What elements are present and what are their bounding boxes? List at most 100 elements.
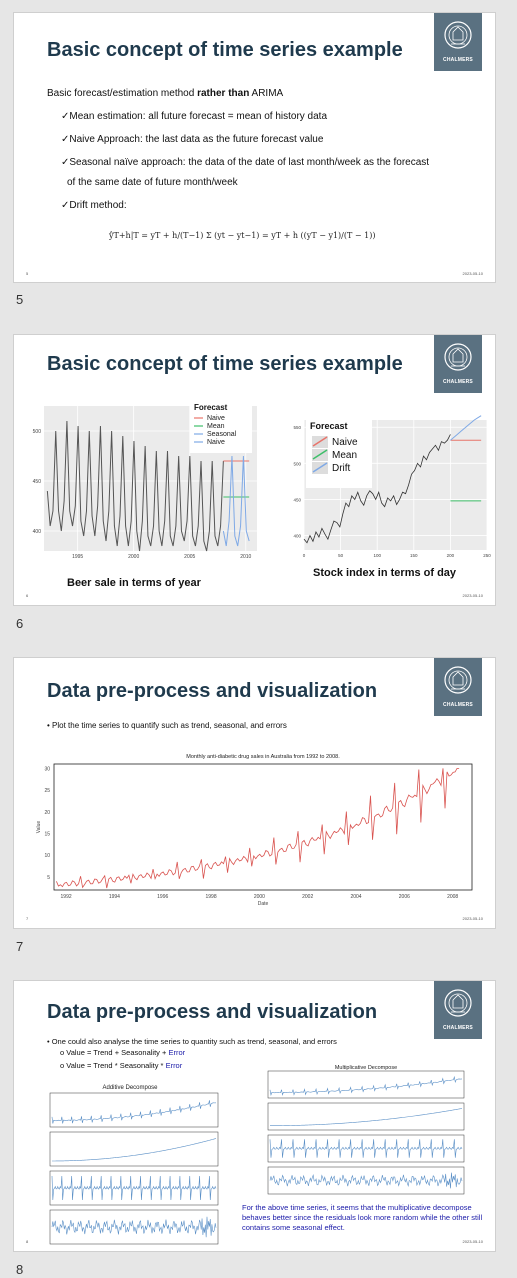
x-tick-label: 1996 [157, 894, 168, 900]
multiplicative-decompose-chart: Multiplicative Decompose [267, 1065, 465, 1195]
slide-number: 6 [16, 616, 24, 631]
legend-title: Forecast [310, 421, 348, 431]
x-tick-label: 2008 [447, 894, 458, 900]
legend-label: Mean [207, 423, 225, 430]
y-tick-label: 20 [44, 810, 50, 816]
footer-date: 2023-05-10 [462, 593, 483, 598]
y-tick-label: 450 [33, 479, 42, 485]
footer-slide-index: 8 [26, 1239, 29, 1244]
footer-date: 2023-05-10 [462, 271, 483, 276]
footer-slide-index: 6 [26, 593, 29, 598]
y-tick-label: 5 [47, 875, 50, 881]
seal-icon [444, 21, 472, 49]
footer-date: 2023-05-10 [462, 1239, 483, 1244]
formula-additive: o Value = Trend + Seasonality + Error [60, 1048, 186, 1057]
component-line [269, 1139, 463, 1158]
slide-number: 8 [16, 1262, 24, 1277]
y-tick-label: 10 [44, 853, 50, 859]
y-tick-label: 450 [293, 497, 301, 502]
chalmers-logo: CHALMERS [434, 658, 482, 716]
legend-label: Naive [207, 439, 225, 446]
chart-title: Monthly anti-diabetic drug sales in Aust… [186, 754, 340, 760]
history-line [303, 434, 451, 544]
y-tick-label: 550 [293, 425, 301, 430]
seal-icon [444, 989, 472, 1017]
antidiabetic-sales-chart: Monthly anti-diabetic drug sales in Aust… [36, 754, 473, 907]
slide-6[interactable]: Basic concept of time series example CHA… [13, 334, 496, 606]
intro-text: Basic forecast/estimation method rather … [47, 88, 284, 99]
x-tick-label: 0 [303, 553, 306, 558]
additive-decompose-chart: Additive Decompose [49, 1085, 219, 1245]
slide-title: Data pre-process and visualization [47, 1001, 378, 1023]
footer-slide-index: 5 [26, 271, 29, 276]
component-line [269, 1172, 463, 1189]
legend-swatch [312, 436, 328, 447]
legend-label: Seasonal [207, 431, 237, 438]
bullet-drift: ✓Drift method: [61, 200, 127, 211]
panel-frame [49, 1092, 219, 1128]
slide-title: Data pre-process and visualization [47, 680, 378, 702]
x-axis-label: Date [258, 901, 269, 907]
component-line [51, 1100, 217, 1124]
bullet-seasonal-cont: of the same date of future month/week [67, 177, 238, 188]
x-tick-label: 2005 [184, 554, 195, 560]
legend-swatch [312, 449, 328, 460]
panel-frame [267, 1166, 465, 1195]
x-tick-label: 2000 [128, 554, 139, 560]
bullet-naive: ✓Naive Approach: the last data as the fu… [61, 134, 324, 145]
x-tick-label: 2002 [302, 894, 313, 900]
slide-5[interactable]: Basic concept of time series example CHA… [13, 12, 496, 283]
legend-label: Drift [332, 463, 351, 474]
logo-text: CHALMERS [443, 1025, 473, 1031]
logo-text: CHALMERS [443, 379, 473, 385]
y-tick-label: 500 [293, 461, 301, 466]
chalmers-logo: CHALMERS [434, 335, 482, 393]
slide-title: Basic concept of time series example [47, 353, 403, 375]
stock-caption: Stock index in terms of day [313, 567, 457, 579]
bullet-text: • One could also analyse the time series… [47, 1037, 337, 1046]
x-tick-label: 250 [483, 553, 491, 558]
legend-box [190, 401, 252, 453]
chalmers-logo: CHALMERS [434, 981, 482, 1039]
slide-number: 7 [16, 939, 24, 954]
history-line [46, 420, 224, 552]
y-tick-label: 500 [33, 429, 42, 435]
x-tick-label: 150 [410, 553, 418, 558]
seal-icon [444, 666, 472, 694]
legend-label: Mean [332, 450, 357, 461]
y-tick-label: 15 [44, 832, 50, 838]
x-tick-label: 1992 [61, 894, 72, 900]
component-line [269, 1108, 463, 1126]
component-line [51, 1175, 217, 1201]
panel-frame [267, 1070, 465, 1099]
legend-label: Naive [207, 415, 225, 422]
y-tick-label: 400 [293, 534, 301, 539]
plot-frame [53, 763, 473, 891]
x-tick-label: 2000 [254, 894, 265, 900]
chalmers-logo: CHALMERS [434, 13, 482, 71]
component-line [51, 1216, 217, 1238]
x-tick-label: 2004 [350, 894, 361, 900]
slide-8[interactable]: Data pre-process and visualization CHALM… [13, 980, 496, 1252]
x-tick-label: 1994 [109, 894, 120, 900]
x-tick-label: 2010 [240, 554, 251, 560]
legend-title: Forecast [194, 403, 228, 412]
y-tick-label: 400 [33, 529, 42, 535]
beer-caption: Beer sale in terms of year [67, 577, 201, 589]
forecast-line [450, 415, 482, 441]
bullet-seasonal: ✓Seasonal naïve approach: the data of th… [61, 157, 430, 168]
component-line [51, 1138, 217, 1162]
slide-title: Basic concept of time series example [47, 39, 403, 61]
panel-frame [49, 1131, 219, 1167]
legend-swatch [312, 462, 328, 473]
slide-7[interactable]: Data pre-process and visualization CHALM… [13, 657, 496, 929]
sales-line [56, 767, 460, 889]
slide-number: 5 [16, 292, 24, 307]
bullet-text: • Plot the time series to quantify such … [47, 721, 287, 730]
x-tick-label: 50 [338, 553, 344, 558]
x-tick-label: 1998 [205, 894, 216, 900]
component-line [269, 1075, 463, 1096]
legend-label: Naive [332, 437, 358, 448]
analysis-note: For the above time series, it seems that… [242, 1203, 483, 1232]
